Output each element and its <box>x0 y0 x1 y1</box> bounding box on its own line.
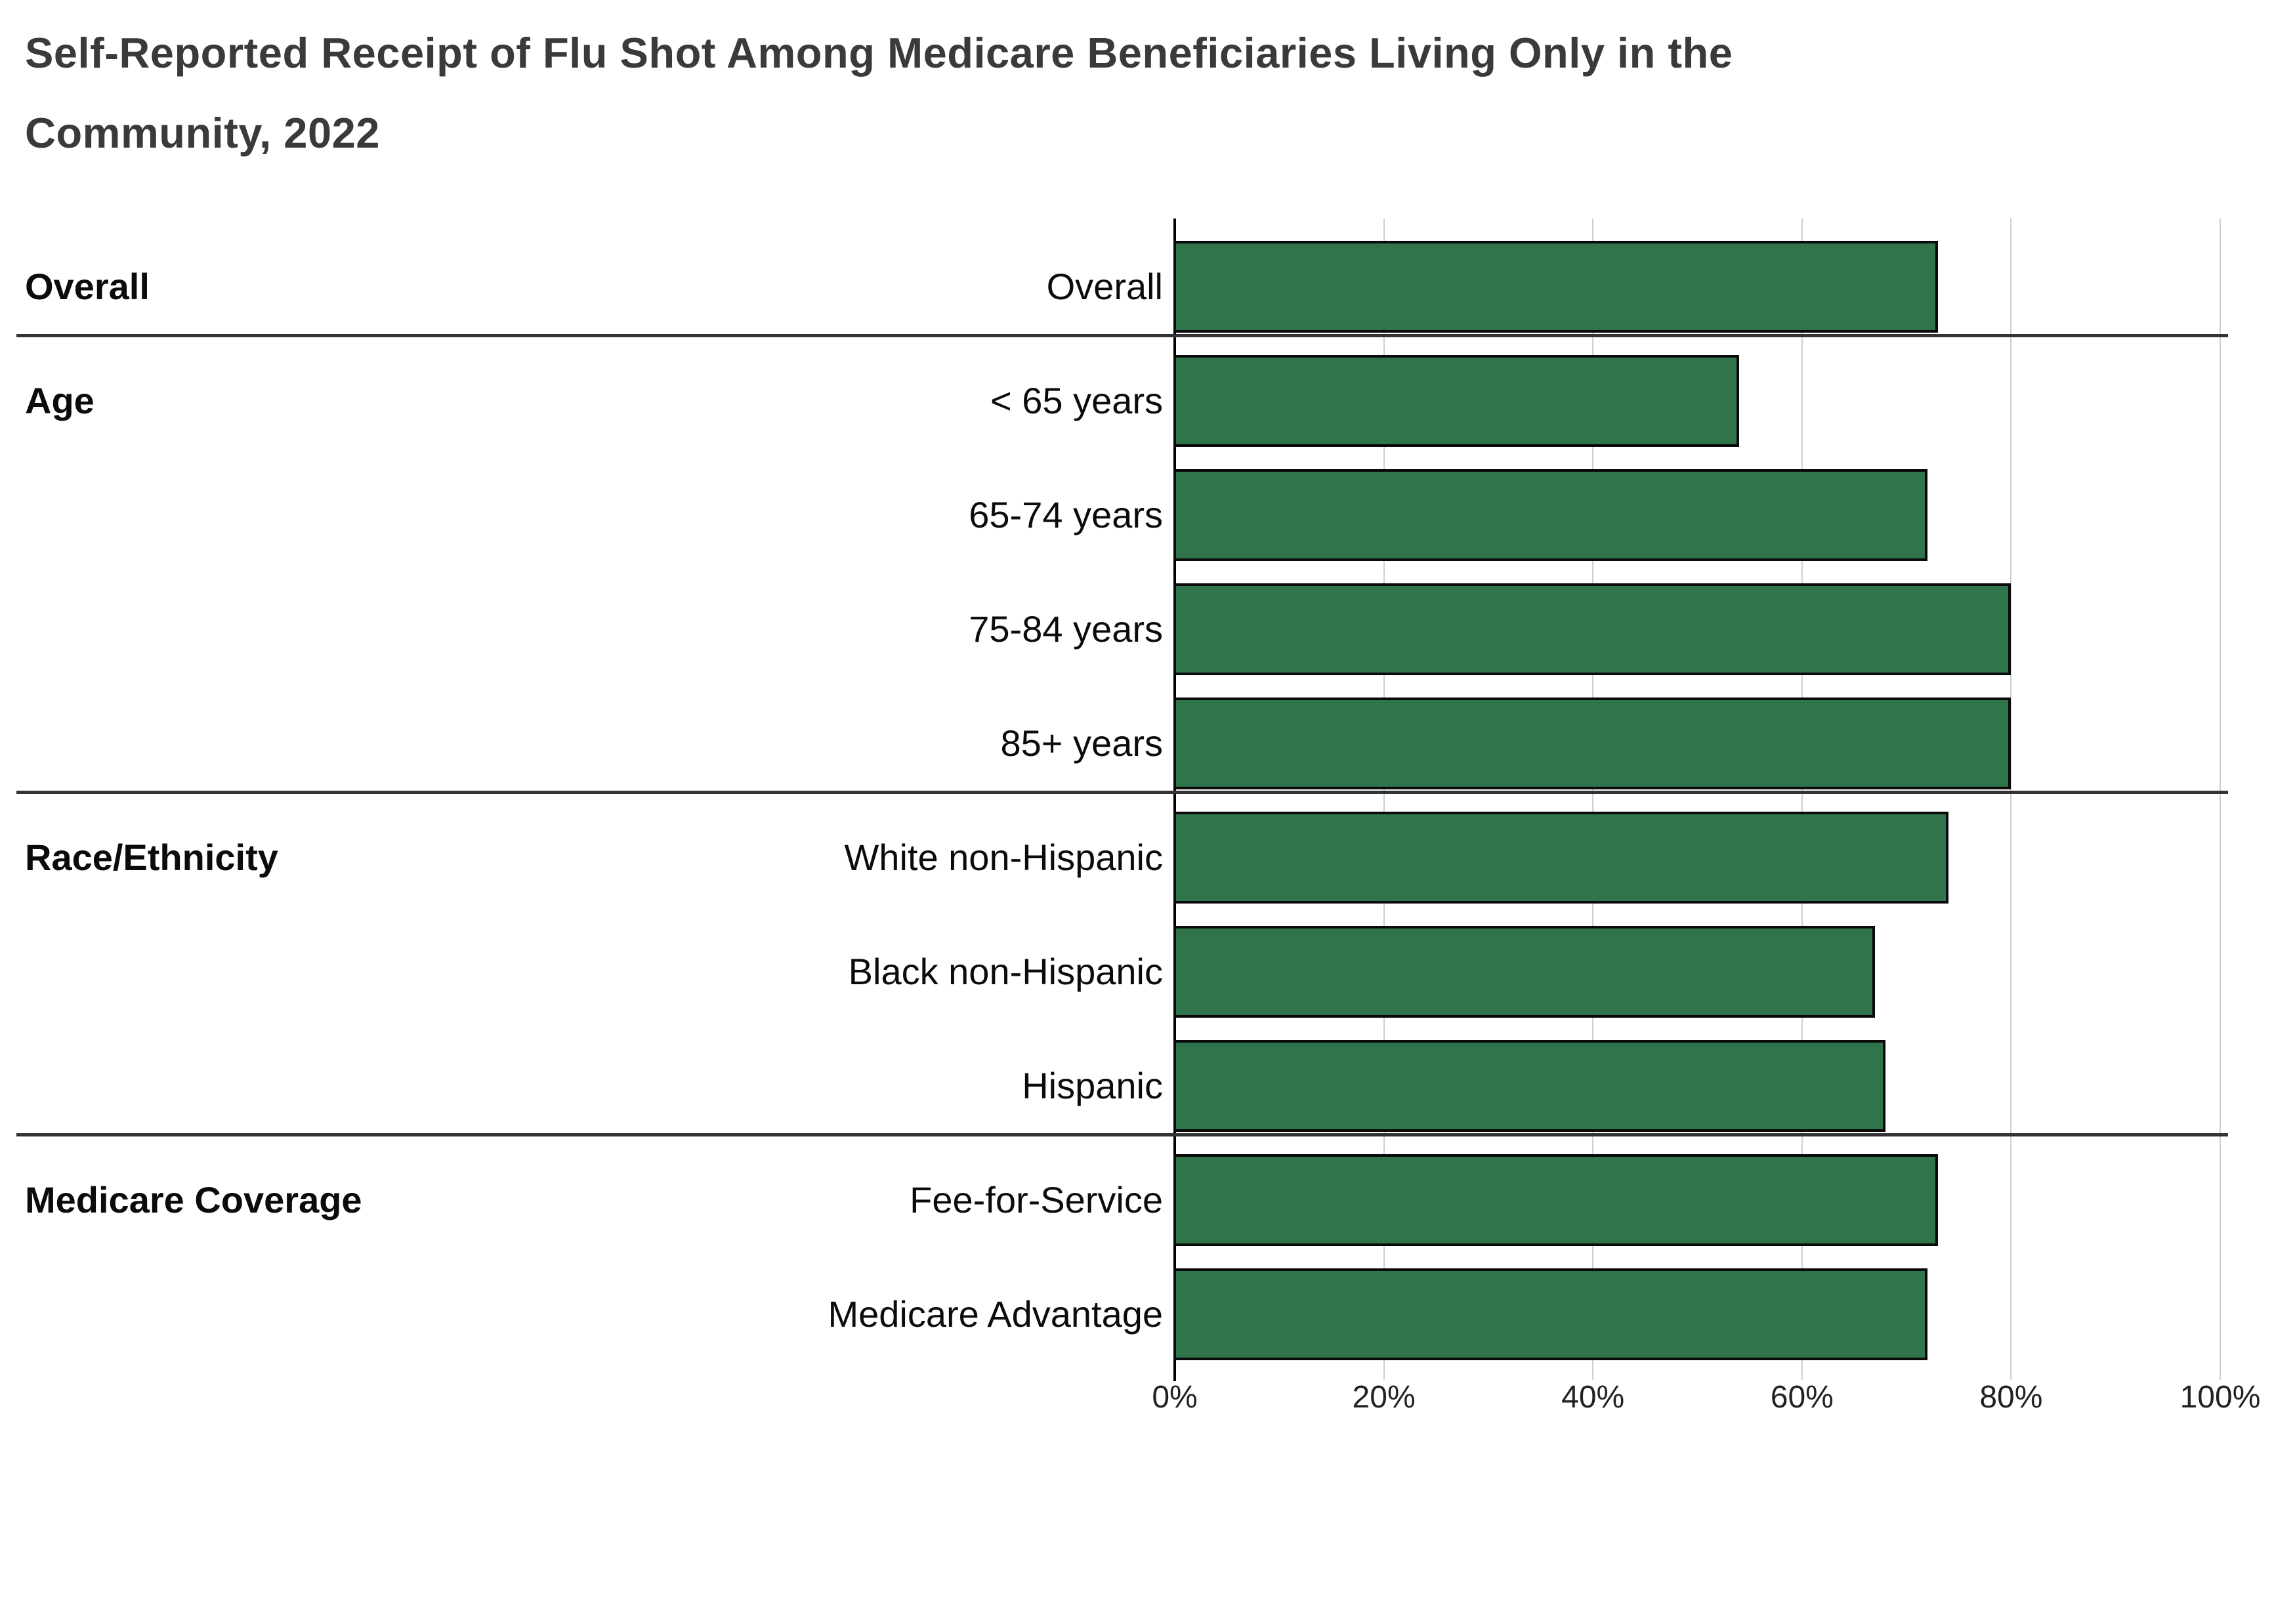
category-label: Hispanic <box>1022 1065 1163 1106</box>
bar-white-non-hispanic <box>1173 812 1948 904</box>
category-label: Black non-Hispanic <box>848 951 1163 992</box>
bar-black-non-hispanic <box>1173 926 1875 1018</box>
y-axis-line <box>1173 219 1176 1381</box>
x-axis-tick-label: 100% <box>2179 1380 2261 1415</box>
group-label: Age <box>25 380 95 421</box>
category-label: Medicare Advantage <box>828 1293 1163 1335</box>
category-label: Fee-for-Service <box>910 1179 1163 1220</box>
group-label: Race/Ethnicity <box>25 837 278 878</box>
chart-title-line1: Self-Reported Receipt of Flu Shot Among … <box>25 29 1733 77</box>
category-label: 85+ years <box>1000 722 1164 764</box>
x-axis-tick-label: 20% <box>1352 1380 1416 1415</box>
category-label: 75-84 years <box>969 608 1163 650</box>
gridline <box>1592 219 1594 1380</box>
bar--65-years <box>1173 355 1739 447</box>
group-separator <box>16 791 2228 794</box>
group-label: Overall <box>25 266 150 307</box>
bar-overall <box>1173 241 1938 333</box>
bar-75-84-years <box>1173 583 2011 675</box>
x-axis-tick-label: 0% <box>1152 1380 1198 1415</box>
category-label: < 65 years <box>990 380 1163 421</box>
group-separator <box>16 1133 2228 1136</box>
chart-title: Self-Reported Receipt of Flu Shot Among … <box>25 13 1733 173</box>
category-label: 65-74 years <box>969 494 1163 535</box>
x-axis-tick-label: 40% <box>1561 1380 1625 1415</box>
bar-medicare-advantage <box>1173 1268 1927 1360</box>
gridline <box>2010 219 2012 1380</box>
group-separator <box>16 334 2228 337</box>
bar-65-74-years <box>1173 469 1927 561</box>
x-axis-tick-label: 60% <box>1770 1380 1834 1415</box>
bar-85-years <box>1173 697 2011 789</box>
gridline <box>1383 219 1385 1380</box>
gridline <box>1801 219 1803 1380</box>
gridline <box>2220 219 2221 1380</box>
x-axis-tick-label: 80% <box>1979 1380 2043 1415</box>
chart-title-line2: Community, 2022 <box>25 109 380 157</box>
group-label: Medicare Coverage <box>25 1179 362 1220</box>
category-label: Overall <box>1046 266 1163 307</box>
category-label: White non-Hispanic <box>844 837 1163 878</box>
bar-hispanic <box>1173 1040 1885 1132</box>
bar-fee-for-service <box>1173 1154 1938 1246</box>
